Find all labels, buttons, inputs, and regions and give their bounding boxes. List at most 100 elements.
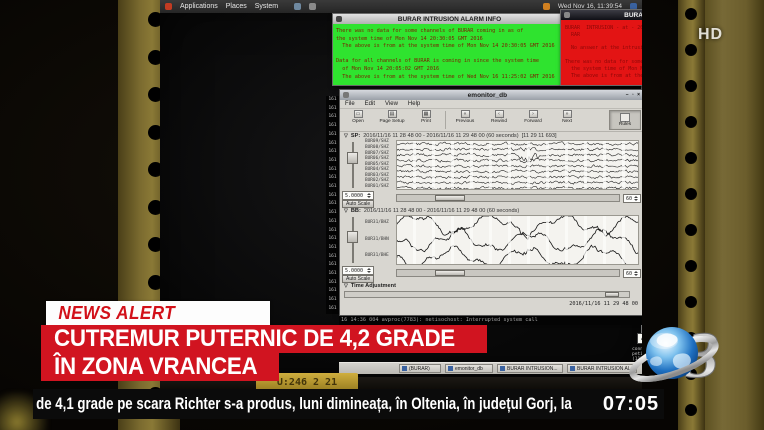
emonitor-menu-edit[interactable]: Edit [364, 101, 376, 107]
bb-scale-spinbox[interactable]: 5.0000 [342, 266, 374, 275]
screenshot-applet-icon[interactable] [309, 3, 317, 10]
bb-scrollbar[interactable] [396, 269, 620, 277]
channel-label: BUR01/SHZ [365, 183, 389, 189]
news-alert-kicker: NEWS ALERT [46, 301, 270, 325]
emonitor-menu-file[interactable]: File [345, 101, 355, 107]
taskbar-button[interactable]: (BURAR) [399, 364, 441, 373]
collapse-triangle-icon[interactable]: ▽ [344, 283, 348, 289]
rack-hole [685, 260, 697, 272]
emonitor-menu-view[interactable]: View [385, 101, 398, 107]
sp-section-header[interactable]: ▽ SP: 2016/11/16 11 28 48 00 - 2016/11/1… [340, 132, 642, 140]
time-adjustment-label: Time Adjustment [350, 283, 396, 289]
taskbar-button[interactable]: BURAR INTRUSION... [497, 364, 563, 373]
tool-previous[interactable]: «Previous [450, 110, 480, 124]
emonitor-title: emonitor_db [467, 91, 508, 99]
tray-icon[interactable] [630, 3, 637, 10]
tool-page-setup[interactable]: ▤ Page Setup [377, 110, 407, 124]
array-status-tooltip: Array BURAR online since Thu Nov 3 15:14… [637, 333, 642, 344]
taskbar-button-label: (BURAR) [409, 365, 430, 372]
page-setup-icon: ▤ [387, 110, 397, 118]
sp-scrollbar[interactable] [396, 194, 620, 202]
tool-label: Print [421, 119, 431, 124]
tool-label: Next [562, 119, 572, 124]
rack-hole [148, 199, 163, 215]
next-icon: » [562, 110, 572, 118]
taskbar-button[interactable]: emonitor_db [445, 364, 493, 373]
channel-label: BUR09/SHZ [365, 139, 389, 145]
sp-label: SP: [350, 133, 361, 139]
tool-forward[interactable]: › Forward [518, 110, 548, 124]
rack-panel-right [705, 0, 764, 430]
rack-hole [148, 274, 163, 290]
window-controls[interactable]: – ▫ × [625, 92, 641, 98]
tool-open[interactable]: ▭ Open [343, 110, 373, 124]
notification-icon[interactable] [542, 3, 550, 10]
rack-hole [685, 404, 697, 416]
rack-hole [685, 188, 697, 200]
taskbar-button-label: BURAR INTRUSION... [507, 365, 558, 372]
terminal-window-edge: 161 161 161 161 161 161 161 161 161 161 … [326, 96, 339, 314]
tool-next[interactable]: » Next [552, 110, 582, 124]
menu-applications[interactable]: Applications [180, 3, 218, 10]
channel-label: BUR06/SHZ [365, 156, 389, 162]
sp-cursor: [11 29 11 693] [521, 133, 557, 139]
red-alarm-text: BURAR INTRUSION - at - 2016 there was an… [565, 25, 642, 79]
taskbar: (BURAR) emonitor_db BURAR INTRUSION... BURA… [339, 362, 642, 374]
sp-channel-labels: BUR09/SHZ BUR08/SHZ BUR07/SHZ BUR06/SHZ BUR0… [365, 140, 395, 190]
tool-label: Previous [455, 119, 475, 124]
window-icon [448, 366, 453, 371]
sp-seconds-spinbox[interactable]: 60 [623, 194, 641, 203]
channel-label: BUR08/SHZ [365, 145, 389, 151]
rack-hole [148, 237, 163, 252]
green-alarm-titlebar[interactable]: BURAR INTRUSION ALARM INFO [333, 14, 560, 24]
rules-icon [620, 113, 630, 122]
tool-print[interactable]: ▦ Print [411, 110, 441, 124]
channel-label: BUR04/SHZ [365, 167, 389, 173]
distro-logo-icon[interactable] [165, 3, 172, 10]
taskbar-button[interactable]: BURAR INTRUSION AL... [567, 364, 637, 373]
menubar-clock[interactable]: Wed Nov 16, 11:39:54 [557, 3, 622, 10]
tool-label: Rewind [491, 119, 507, 124]
rack-hole [685, 44, 697, 56]
menu-system[interactable]: System [254, 3, 279, 10]
emonitor-window: emonitor_db – ▫ × File Edit View Help ▭ Open… [339, 89, 642, 316]
sp-autoscale-button[interactable]: Auto Scale [342, 200, 375, 208]
red-alarm-window: BURAR INTRUSION ALARM INFO – ▫ × BURAR I… [560, 9, 642, 86]
collapse-triangle-icon[interactable]: ▽ [344, 208, 348, 214]
emonitor-titlebar[interactable]: emonitor_db – ▫ × [340, 90, 642, 100]
tool-rewind[interactable]: ‹ Rewind [484, 110, 514, 124]
window-icon [500, 366, 505, 371]
time-adjustment-header[interactable]: ▽ Time Adjustment [340, 282, 642, 290]
print-icon: ▦ [421, 110, 431, 118]
sp-scale-spinbox[interactable]: 5.0000 [342, 191, 374, 200]
bb-section-header[interactable]: ▽ BB: 2016/11/16 11 28 48 00 - 2016/11/1… [340, 207, 642, 215]
open-icon: ▭ [353, 110, 363, 118]
rack-hole [148, 162, 163, 177]
terminal-window: connecting to shanddev petisochupt: Inte… [630, 346, 642, 361]
bb-autoscale-button[interactable]: Auto Scale [342, 275, 375, 283]
tool-label: Rules [618, 122, 632, 127]
tool-label: Open [352, 119, 364, 124]
bb-seconds-spinbox[interactable]: 60 [623, 269, 641, 278]
window-icon [570, 366, 575, 371]
menu-places[interactable]: Places [225, 3, 247, 10]
time-adjustment-slider[interactable] [344, 291, 630, 298]
window-icon [564, 12, 570, 18]
red-alarm-titlebar[interactable]: BURAR INTRUSION ALARM INFO – ▫ × [561, 10, 642, 20]
monitor-screen: Applications Places System Wed Nov 16, 11:… [160, 0, 642, 377]
window-icon [402, 366, 407, 371]
rack-hole [685, 8, 697, 20]
emonitor-toolbar: ▭ Open ▤ Page Setup ▦ Print «Previous ‹ Rewind › F… [340, 109, 642, 132]
monitor-applet-icon[interactable] [294, 3, 302, 10]
bb-range: 2016/11/16 11 28 48 00 - 2016/11/16 11 2… [363, 208, 520, 214]
rack-hole [685, 296, 697, 308]
emonitor-menu-help[interactable]: Help [407, 101, 421, 107]
collapse-triangle-icon[interactable]: ▽ [344, 133, 348, 139]
bb-waveform-plot[interactable] [396, 215, 639, 265]
bb-scale-slider[interactable] [342, 215, 364, 265]
sp-scale-slider[interactable] [342, 140, 364, 190]
sp-range: 2016/11/16 11 28 48 00 - 2016/11/16 11 2… [363, 133, 519, 139]
menubar-menus: Applications Places System [180, 3, 286, 10]
sp-waveform-plot[interactable] [396, 140, 639, 190]
tool-rules[interactable]: Rules [609, 110, 641, 130]
